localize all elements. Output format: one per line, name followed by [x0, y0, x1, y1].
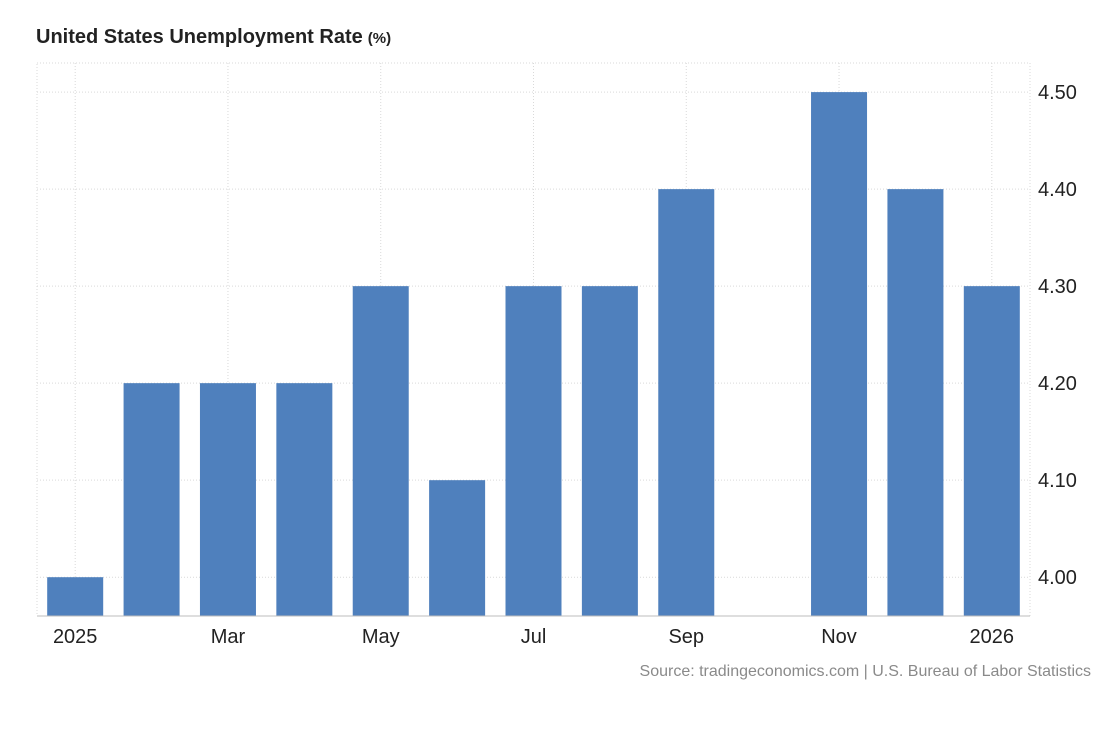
chart-title-row: United States Unemployment Rate (%) [36, 26, 391, 49]
bar [963, 286, 1020, 616]
y-tick-label: 4.10 [1038, 470, 1077, 492]
chart-unit: (%) [367, 30, 392, 47]
bar [581, 286, 638, 616]
y-tick-label: 4.00 [1038, 567, 1077, 589]
bar [276, 383, 333, 616]
y-tick-label: 4.20 [1038, 373, 1077, 395]
x-tick-label: Mar [211, 626, 246, 648]
x-tick-label: 2025 [53, 626, 98, 648]
bar [505, 286, 562, 616]
bar [811, 92, 868, 616]
plot-frame [36, 62, 1031, 617]
x-tick-label: Jul [521, 626, 547, 648]
bar [658, 189, 715, 616]
y-tick-label: 4.50 [1038, 82, 1077, 104]
y-tick-label: 4.30 [1038, 276, 1077, 298]
bar [199, 383, 256, 616]
x-tick-label: May [362, 626, 400, 648]
bar [429, 480, 486, 616]
bar [47, 577, 104, 616]
source-note: Source: tradingeconomics.com | U.S. Bure… [639, 663, 1091, 680]
bar [887, 189, 944, 616]
bar [123, 383, 180, 616]
y-tick-label: 4.40 [1038, 179, 1077, 201]
chart-title: United States Unemployment Rate [36, 26, 363, 48]
x-tick-label: 2026 [970, 626, 1015, 648]
bar [352, 286, 409, 616]
x-tick-label: Sep [668, 626, 704, 648]
x-tick-label: Nov [821, 626, 857, 648]
